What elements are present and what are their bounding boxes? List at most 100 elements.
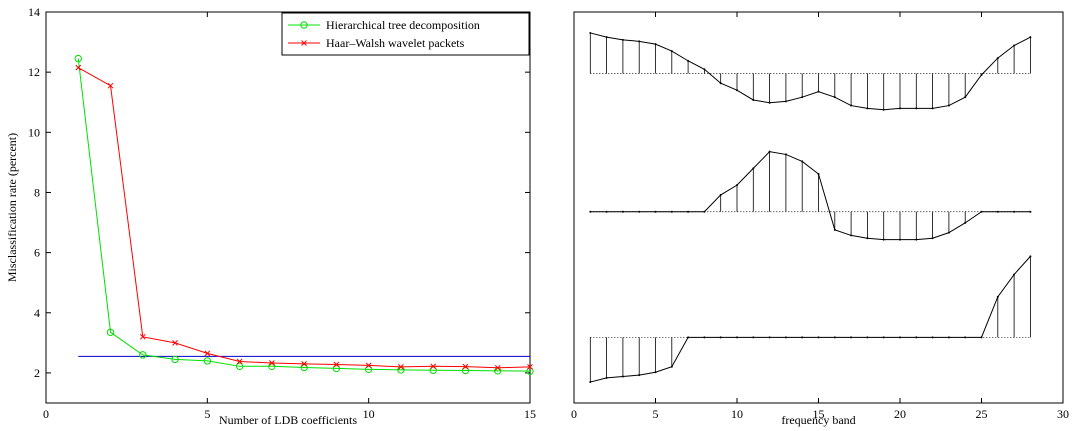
data-point-x-stroke: [269, 360, 275, 366]
data-point-x: [301, 361, 307, 367]
right-panel: 0 5 10 15 20 25 30 frequency band: [571, 11, 1069, 427]
left-plot-area: [45, 11, 531, 404]
data-point-x-stroke: [527, 364, 533, 370]
data-point-circle: [332, 364, 341, 373]
stem-point: [638, 40, 641, 43]
data-point-x: [430, 363, 437, 370]
x-tick-label: 0: [571, 407, 577, 421]
series-line-1: [77, 58, 531, 372]
stem-point: [931, 336, 934, 339]
stem-point: [703, 68, 706, 71]
data-point-x: [204, 350, 211, 357]
stem-point: [964, 221, 967, 224]
stem-point: [1013, 210, 1016, 213]
x-tick-label: 0: [43, 407, 49, 421]
stem-point: [719, 336, 722, 339]
left-panel: 0 5 10 15 2 4 6 8 10 12 14 Hierarchical tree decomp…: [5, 5, 536, 427]
stem-point: [638, 374, 641, 377]
stem-point: [801, 96, 804, 99]
stem-point: [719, 82, 722, 85]
data-point-x-stroke: [139, 333, 146, 340]
data-point-circle: [461, 366, 470, 375]
data-point-x-stroke: [333, 361, 340, 368]
x-tick-label: 10: [363, 407, 375, 421]
stem-point: [850, 234, 853, 237]
stem-point: [882, 336, 885, 339]
stem-point: [621, 210, 624, 213]
stem-point: [654, 43, 657, 46]
stem-point: [817, 90, 820, 93]
x-tick-label: 20: [894, 407, 906, 421]
data-point-circle: [171, 355, 179, 364]
stem-point: [801, 160, 804, 163]
y-tick-label: 8: [34, 185, 40, 199]
stem-point: [768, 150, 771, 153]
stem-point: [589, 31, 592, 34]
data-point-x: [75, 64, 82, 71]
stem-point: [621, 38, 624, 41]
data-point-circle: [429, 366, 437, 374]
stem-point: [850, 336, 853, 339]
data-point-x-stroke: [365, 362, 372, 369]
stem-point: [882, 108, 885, 111]
stem-point: [1013, 273, 1016, 276]
data-point-x-stroke: [301, 361, 307, 367]
legend: Hierarchical tree decomposition Haar–Wals…: [281, 12, 530, 56]
y-axis-label: Misclassification rate (percent): [5, 133, 19, 282]
stem-point: [931, 237, 934, 240]
stem-point: [784, 153, 787, 156]
stem-point: [687, 336, 690, 339]
stem-point: [817, 336, 820, 339]
stem-point: [915, 238, 918, 241]
stem-point: [850, 104, 853, 107]
y-tick-label: 10: [28, 125, 40, 139]
stem-point: [996, 210, 999, 213]
legend-box: [281, 12, 530, 56]
stem-point: [947, 231, 950, 234]
stem-point: [736, 89, 738, 92]
data-point-x-stroke: [494, 364, 501, 371]
stem-point: [752, 336, 755, 339]
data-point-x-stroke: [107, 82, 114, 89]
stem-point: [1029, 36, 1032, 39]
stem-point: [866, 107, 869, 110]
stem-point: [833, 228, 836, 231]
stem-series-1: [589, 31, 1032, 111]
data-point-x: [236, 358, 243, 365]
stem-point: [964, 96, 967, 99]
stem-point: [947, 104, 950, 107]
stem-series-3: [589, 255, 1032, 384]
x-tick-label: 10: [731, 407, 743, 421]
data-point-x-stroke: [172, 339, 178, 346]
data-point-x: [333, 361, 340, 368]
data-point-circle: [526, 367, 534, 375]
data-point-x: [462, 363, 469, 370]
y-tick-label: 14: [28, 5, 40, 19]
stem-point: [1013, 44, 1016, 47]
stem-point: [915, 107, 918, 110]
stem-point: [915, 336, 918, 339]
stem-point: [605, 210, 608, 213]
data-point-circle: [235, 362, 244, 371]
stem-point: [703, 336, 706, 339]
stem-point: [784, 100, 787, 103]
data-point-x: [139, 333, 146, 340]
stem-point: [638, 210, 641, 213]
stem-point: [768, 336, 771, 339]
stem-curve: [590, 256, 1031, 383]
data-point-x: [398, 364, 404, 370]
data-point-x-stroke: [398, 364, 404, 370]
stem-point: [687, 59, 690, 62]
stem-point: [931, 107, 934, 110]
data-point-x: [269, 360, 275, 366]
stem-point: [605, 36, 608, 39]
stem-point: [784, 336, 787, 339]
stem-point: [833, 96, 836, 99]
stem-point: [719, 193, 722, 196]
stem-point: [1029, 255, 1032, 258]
data-point-x-stroke: [236, 358, 243, 365]
data-point-x: [494, 364, 501, 371]
stem-point: [866, 336, 869, 339]
data-point-x-stroke: [462, 363, 469, 370]
